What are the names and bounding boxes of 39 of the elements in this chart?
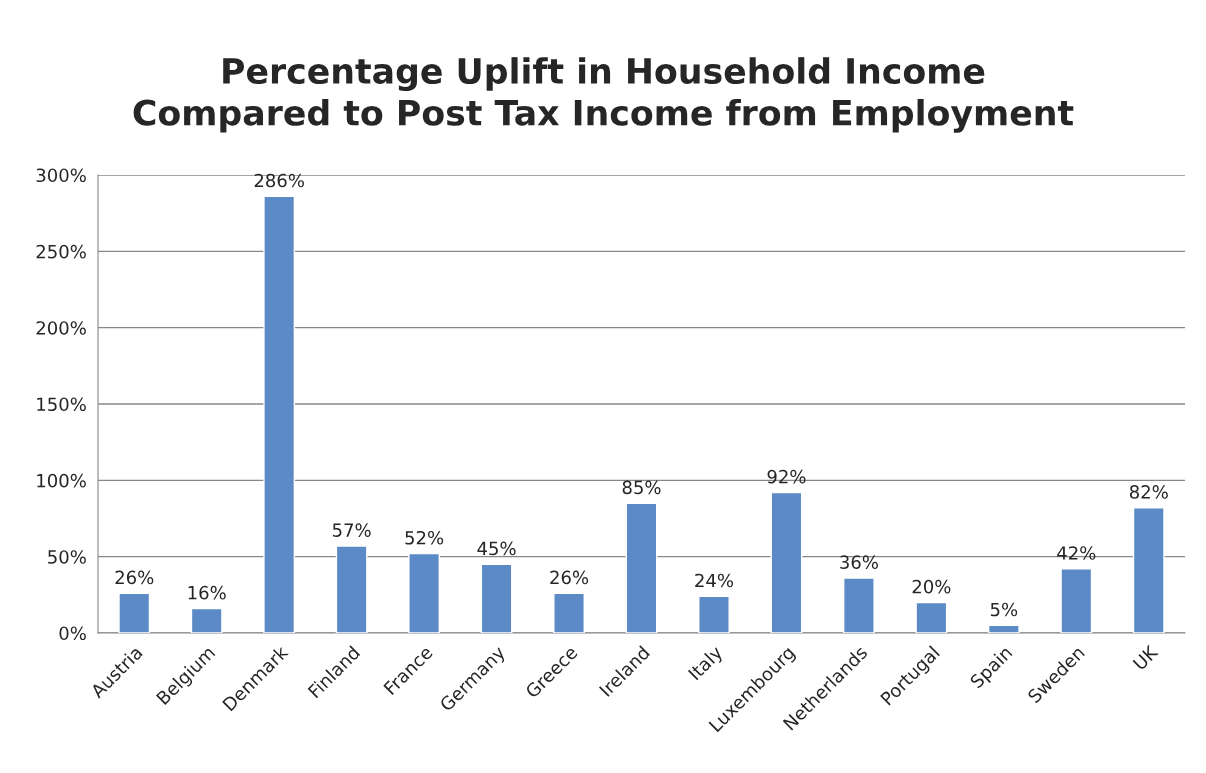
data-label: 85% <box>622 480 661 495</box>
y-tick-label: 300% <box>36 168 86 183</box>
x-tick-label: UK <box>1132 644 1159 671</box>
bar <box>408 552 441 633</box>
chart-title: Percentage Uplift in Household Income Compared to Post Tax Income from Employment <box>133 57 1074 133</box>
data-label: 52% <box>405 530 444 545</box>
bar <box>335 545 368 633</box>
bar <box>263 195 296 633</box>
data-label: 286% <box>254 173 304 188</box>
bar <box>1060 568 1093 633</box>
bar <box>770 491 803 633</box>
bar <box>625 502 658 633</box>
data-label: 92% <box>767 469 806 484</box>
data-label: 5% <box>990 602 1018 617</box>
y-tick-label: 200% <box>36 321 86 335</box>
data-label: 24% <box>695 573 734 588</box>
data-label: 82% <box>1129 485 1168 499</box>
data-label: 26% <box>115 570 154 585</box>
y-tick-label: 250% <box>36 244 86 259</box>
y-tick-label: 100% <box>37 473 86 488</box>
bar <box>480 563 513 633</box>
y-tick-label: 50% <box>48 550 86 564</box>
y-tick-label: 0% <box>59 626 86 641</box>
bar <box>553 592 585 633</box>
bar <box>190 607 223 633</box>
bar <box>915 601 948 633</box>
data-label: 42% <box>1057 546 1096 560</box>
bar <box>118 592 151 633</box>
data-label: 45% <box>477 541 516 556</box>
bar <box>1132 507 1165 633</box>
data-label: 26% <box>550 570 589 585</box>
data-label: 20% <box>912 579 951 594</box>
data-label: 57% <box>332 523 371 537</box>
bar <box>842 577 875 633</box>
data-label: 16% <box>188 585 226 600</box>
bar <box>987 624 1020 633</box>
bar <box>698 595 730 633</box>
data-label: 36% <box>840 555 878 569</box>
y-tick-label: 150% <box>37 397 86 412</box>
